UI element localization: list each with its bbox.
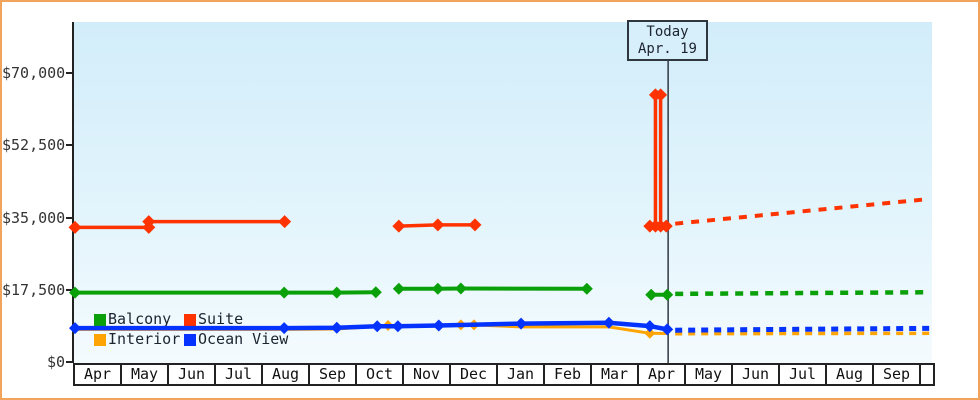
x-axis-month-cell: Jan: [498, 365, 545, 384]
x-axis-month-cell: Nov: [404, 365, 451, 384]
legend-label-balcony: Balcony: [108, 310, 172, 328]
legend-label-interior: Interior: [108, 330, 181, 348]
x-axis-month-cell: Jun: [733, 365, 780, 384]
legend-swatch-ocean-view: [184, 333, 196, 346]
x-axis-month-cell: Jul: [780, 365, 827, 384]
y-axis-tick-label: $52,500: [2, 136, 66, 155]
legend-label-suite: Suite: [198, 310, 244, 328]
x-axis-month-cell: Aug: [263, 365, 310, 384]
legend-item-balcony: Balcony: [94, 310, 184, 328]
x-axis-month-cell: May: [122, 365, 169, 384]
x-axis-month-cell: Dec: [451, 365, 498, 384]
y-axis-line: [72, 22, 74, 363]
legend-item-suite: Suite: [184, 310, 288, 328]
x-axis-month-cell: Sep: [310, 365, 357, 384]
chart-legend: Balcony Suite Interior Ocean View: [94, 310, 289, 348]
x-axis-month-cell: Jun: [169, 365, 216, 384]
x-axis-month-cell: Oct: [357, 365, 404, 384]
x-axis-month-cell: Jul: [216, 365, 263, 384]
y-axis-tick-label: $17,500: [2, 280, 66, 299]
x-axis-month-cell: Apr: [75, 365, 122, 384]
y-axis-tick-label: $70,000: [2, 64, 66, 82]
x-axis-month-cell: Aug: [827, 365, 874, 384]
y-axis-tick: [66, 216, 73, 219]
x-axis-month-cell: Apr: [639, 365, 686, 384]
legend-swatch-suite: [184, 313, 196, 326]
plot-background: [74, 22, 932, 363]
x-axis-month-band: Apr May Jun Jul Aug Sep Oct Nov Dec Jan Feb Mar Apr M…: [73, 363, 935, 386]
y-axis-tick-label: $0: [46, 353, 65, 371]
y-axis-tick: [66, 72, 73, 74]
legend-swatch-interior: [94, 333, 106, 346]
legend-item-ocean-view: Ocean View: [184, 330, 289, 348]
today-flag-line1: Today: [646, 24, 689, 40]
y-axis-tick: [66, 144, 73, 147]
legend-label-ocean-view: Ocean View: [198, 330, 289, 348]
x-axis-filler-cell: [921, 365, 933, 384]
x-axis-month-cell: May: [686, 365, 733, 384]
today-flag: Today Apr. 19: [627, 20, 708, 61]
legend-swatch-balcony: [94, 313, 106, 326]
x-axis-month-cell: Feb: [545, 365, 592, 384]
x-axis-month-cell: Sep: [874, 365, 921, 384]
y-axis-tick: [66, 361, 73, 363]
legend-item-interior: Interior: [94, 330, 184, 348]
y-axis-tick-label: $35,000: [2, 208, 66, 227]
today-flag-line2: Apr. 19: [637, 41, 697, 57]
x-axis-month-cell: Mar: [592, 365, 639, 384]
